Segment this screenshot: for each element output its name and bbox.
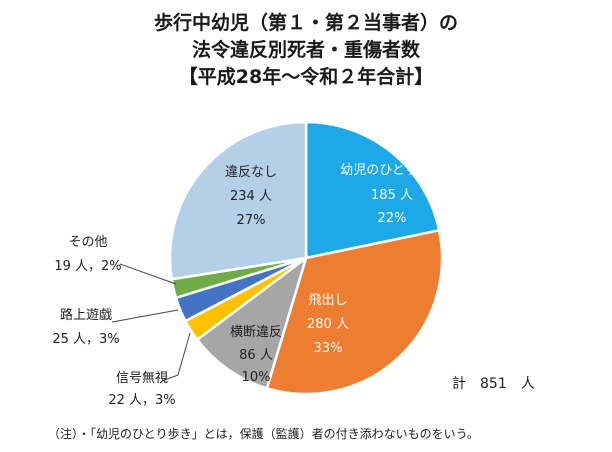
slice-percent-label: 33% [314, 341, 343, 356]
slice-percent-label: 27% [237, 213, 266, 228]
slice-count-label: 86 人 [239, 348, 273, 363]
slice-label: 信号無視 [116, 371, 168, 386]
pie-slice [195, 254, 309, 390]
pie-slice [265, 228, 444, 396]
slice-label: その他 [68, 235, 107, 250]
leader-line [119, 263, 177, 285]
chart-title-line-3: 【平成28年～令和２年合計】 [178, 66, 434, 88]
slice-count-label: 25 人，3% [52, 332, 119, 347]
pie-slice [304, 120, 441, 260]
slice-label: 路上遊戯 [60, 307, 112, 323]
footnote: （注）・「幼児のひとり歩き」とは，保護（監護）者の付き添わないものをいう。 [48, 427, 479, 441]
total-label: 計 851 人 [452, 376, 535, 392]
slice-label: 横断違反 [230, 325, 282, 340]
chart-title-line-1: 歩行中幼児（第１・第２当事者）の [153, 12, 458, 34]
slice-label: 違反なし [225, 165, 277, 180]
pie-slice [168, 120, 308, 281]
chart-title: 歩行中幼児（第１・第２当事者）の 法令違反別死者・重傷者数 【平成28年～令和２… [0, 10, 612, 91]
leader-line [111, 309, 179, 323]
leader-line [161, 332, 191, 382]
slice-count-label: 234 人 [230, 189, 272, 204]
slice-percent-label: 22% [378, 211, 407, 226]
chart-title-line-2: 法令違反別死者・重傷者数 [191, 39, 420, 61]
slice-percent-label: 10% [242, 370, 271, 385]
slice-label: 飛出し [308, 293, 347, 308]
slice-label: 幼児のひとり歩き [340, 163, 444, 178]
slice-count-label: 185 人 [371, 188, 413, 203]
slice-count-label: 280 人 [307, 317, 349, 332]
slice-count-label: 19 人，2% [54, 259, 121, 274]
slice-count-label: 22 人，3% [108, 393, 175, 408]
